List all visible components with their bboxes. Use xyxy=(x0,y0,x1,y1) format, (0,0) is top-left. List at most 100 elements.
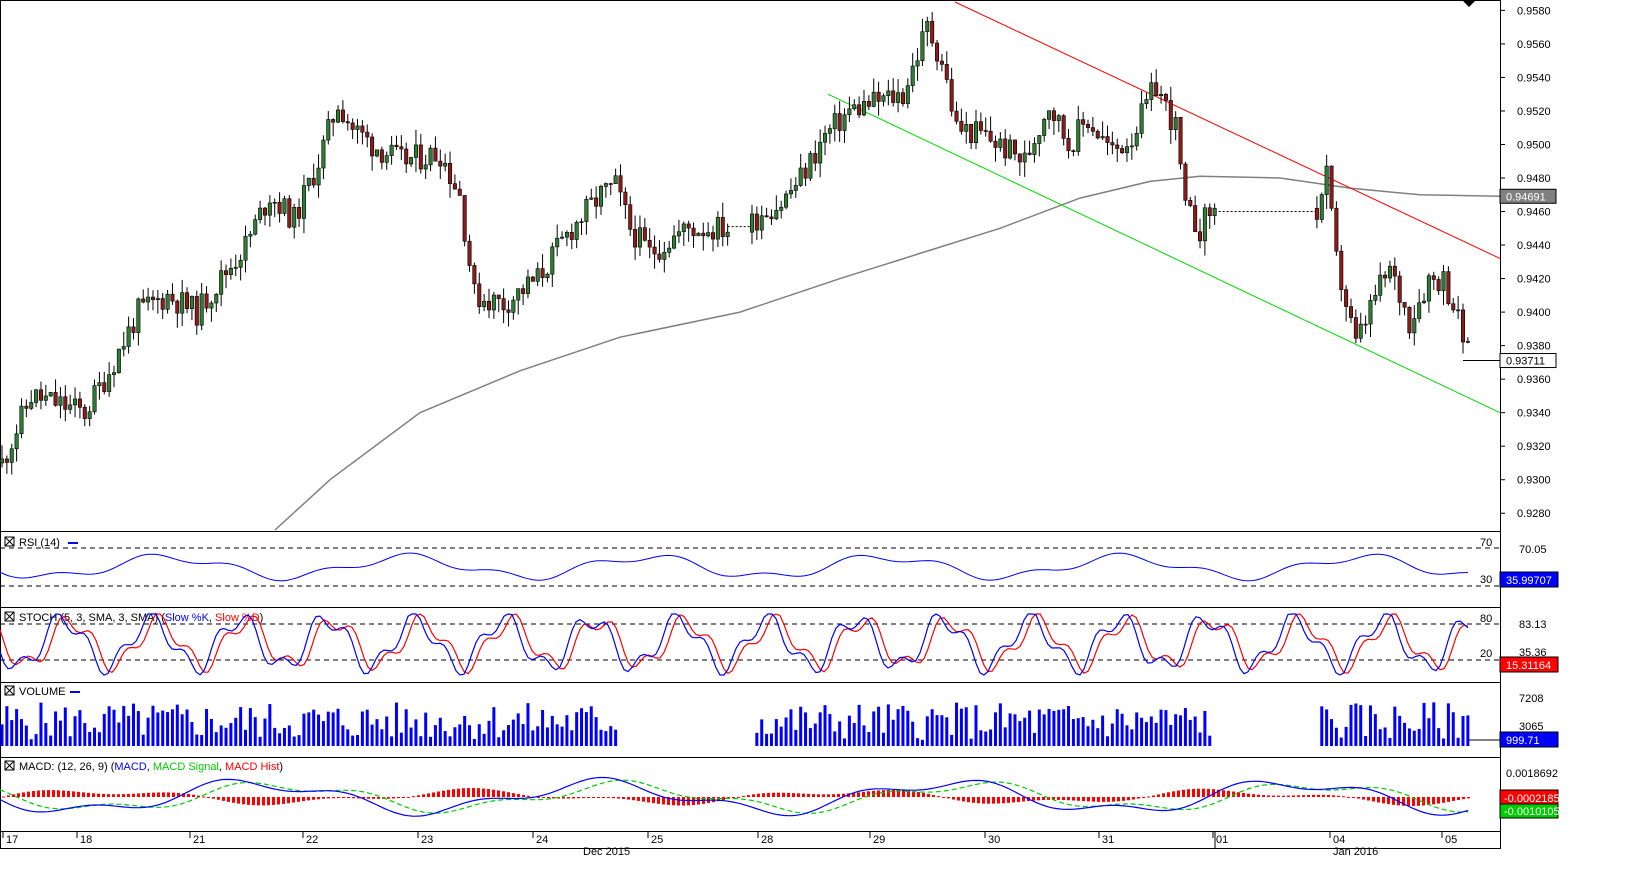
candle xyxy=(68,394,73,414)
volume-bar xyxy=(385,716,389,746)
volume-bar xyxy=(424,712,428,746)
stoch-value-box xyxy=(1499,656,1559,673)
candle xyxy=(331,118,336,137)
macd-hist-bar xyxy=(1457,797,1460,801)
volume-bar xyxy=(833,731,837,746)
candle xyxy=(126,316,131,354)
candle xyxy=(521,284,526,306)
candle xyxy=(82,404,87,427)
macd-hist-bar xyxy=(922,792,925,797)
macd-hist-bar xyxy=(837,794,840,797)
candle xyxy=(243,225,248,273)
time-tick-label: 25 xyxy=(651,834,663,846)
volume-bar xyxy=(1383,727,1387,746)
candle xyxy=(214,293,219,313)
volume-bar xyxy=(580,708,584,746)
candle xyxy=(233,254,238,277)
volume-bar xyxy=(511,719,515,746)
macd-hist-bar xyxy=(1007,797,1010,803)
macd-hist-bar xyxy=(1282,795,1285,797)
candle xyxy=(1392,257,1397,290)
volume-bar xyxy=(1135,712,1139,746)
macd-hist-bar xyxy=(562,797,565,799)
volume-bar xyxy=(409,727,413,746)
volume-bar xyxy=(49,735,53,746)
macd-hist-bar xyxy=(187,793,190,797)
candle xyxy=(905,78,910,109)
candle xyxy=(9,443,14,475)
macd-hist-bar xyxy=(807,793,810,797)
volume-bar xyxy=(429,736,433,746)
volume-bar xyxy=(843,738,847,746)
macd-hist-bar xyxy=(1197,788,1200,797)
candle xyxy=(1120,145,1125,155)
price-axis: 0.9580 0.9560 0.9540 0.9520 0.9500 0.9480 0.94… xyxy=(1500,5,1551,520)
candle xyxy=(691,222,696,248)
price-tick-label: 0.9300 xyxy=(1517,475,1551,487)
volume-bar xyxy=(1105,736,1109,746)
candle xyxy=(1183,161,1188,206)
macd-hist-bar xyxy=(742,795,745,797)
macd-hist-bar xyxy=(1152,795,1155,797)
macd-hist-bar xyxy=(957,797,960,801)
volume-bar xyxy=(477,724,481,746)
macd-hist-bar xyxy=(772,792,775,797)
volume-bar xyxy=(872,711,876,746)
macd-hist-bar xyxy=(597,797,600,798)
volume-bar xyxy=(1393,706,1397,746)
volume-bar xyxy=(185,709,189,746)
candle xyxy=(92,379,97,415)
time-tick-label: 24 xyxy=(536,834,548,846)
candle xyxy=(1086,119,1091,134)
candle xyxy=(180,279,185,326)
macd-hist-bar xyxy=(1257,794,1260,797)
macd-hist-bar xyxy=(427,793,430,797)
candle xyxy=(652,235,657,269)
candle xyxy=(1402,302,1407,316)
candle xyxy=(121,331,126,357)
rsi-panel: RSI (14) 70 30 70.05 35.99707 xyxy=(0,536,1559,588)
candle xyxy=(1314,196,1319,229)
rsi-title: RSI (14) xyxy=(19,537,60,549)
time-axis: 17 18 21 22 23 24 25 28 29 30 31 01 04 05 Dec 2015 Jan … xyxy=(2,831,1457,858)
macd-hist-bar xyxy=(237,797,240,804)
macd-hist-bar xyxy=(987,797,990,804)
macd-hist-bar xyxy=(277,797,280,805)
macd-hist-bar xyxy=(1402,797,1405,806)
macd-hist-bar xyxy=(192,794,195,797)
volume-bar xyxy=(1023,717,1027,746)
candle xyxy=(1465,337,1470,344)
volume-bar xyxy=(896,709,900,746)
macd-hist-bar xyxy=(107,794,110,797)
macd-hist-bar xyxy=(167,792,170,797)
macd-hist-bar xyxy=(1177,790,1180,797)
volume-bar xyxy=(755,732,759,746)
macd-hist-bar xyxy=(242,797,245,805)
macd-hist-bar xyxy=(422,794,425,797)
macd-hist-bar xyxy=(302,797,305,802)
volume-bar xyxy=(205,708,209,746)
candle xyxy=(409,156,414,167)
candle xyxy=(998,132,1003,152)
macd-hist-bar xyxy=(952,797,955,800)
macd-hist-bar xyxy=(652,797,655,804)
volume-bar xyxy=(180,714,184,746)
macd-signal-value-label: -0.0010105 xyxy=(1504,806,1560,818)
volume-bar xyxy=(1144,722,1148,746)
scroll-marker-icon[interactable] xyxy=(1462,0,1476,7)
macd-panel: MACD: (12, 26, 9) (MACD, MACD Signal, MA… xyxy=(0,760,1560,819)
macd-hist-bar xyxy=(1132,797,1135,800)
macd-hist-bar xyxy=(1142,797,1145,798)
macd-hist-bar xyxy=(572,797,575,799)
volume-value-box xyxy=(1499,731,1559,748)
macd-hist-bar xyxy=(1452,797,1455,801)
candle xyxy=(881,93,886,107)
volume-bar xyxy=(209,718,213,746)
candle xyxy=(477,272,482,314)
volume-bar xyxy=(955,702,959,746)
macd-hist-bar xyxy=(1467,797,1470,799)
candle xyxy=(1412,305,1417,346)
volume-bar xyxy=(784,717,788,746)
volume-axis-label-high: 7208 xyxy=(1519,693,1543,705)
volume-bar xyxy=(404,709,408,746)
